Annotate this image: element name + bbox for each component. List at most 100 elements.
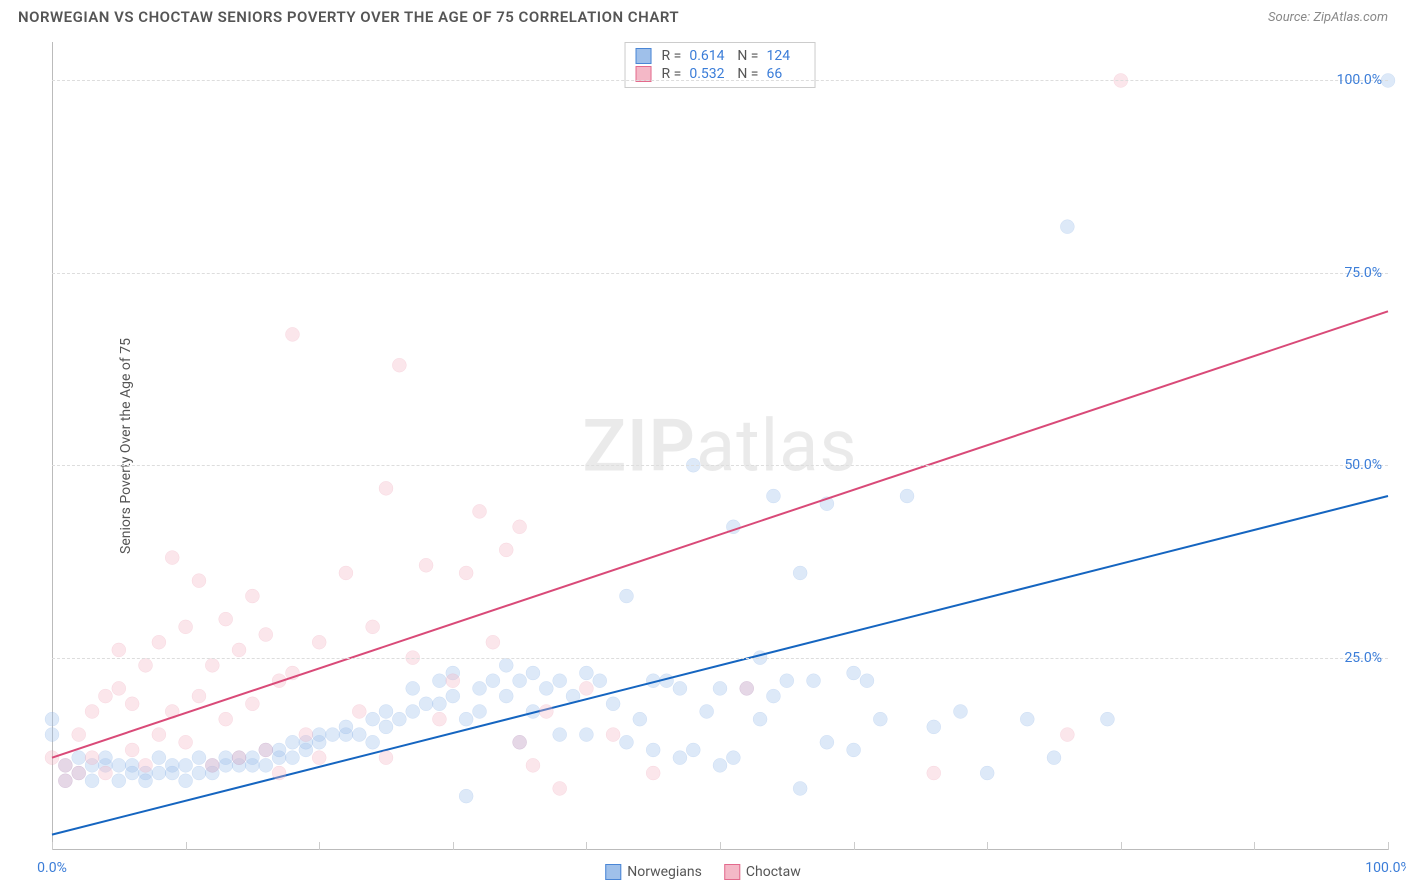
scatter-point bbox=[219, 751, 233, 765]
scatter-point bbox=[860, 674, 874, 688]
y-tick-label: 100.0% bbox=[1337, 72, 1382, 88]
scatter-point bbox=[45, 751, 59, 765]
scatter-point bbox=[379, 481, 393, 495]
legend-item: Norwegians bbox=[605, 864, 702, 880]
scatter-point bbox=[192, 689, 206, 703]
scatter-point bbox=[499, 543, 513, 557]
scatter-point bbox=[473, 704, 487, 718]
scatter-point bbox=[272, 743, 286, 757]
scatter-point bbox=[740, 681, 754, 695]
scatter-point bbox=[793, 566, 807, 580]
scatter-point bbox=[873, 712, 887, 726]
scatter-point bbox=[152, 751, 166, 765]
scatter-point bbox=[366, 735, 380, 749]
scatter-point bbox=[112, 774, 126, 788]
scatter-point bbox=[352, 704, 366, 718]
scatter-point bbox=[245, 751, 259, 765]
x-tick bbox=[1121, 842, 1122, 850]
scatter-point bbox=[579, 728, 593, 742]
scatter-point bbox=[125, 697, 139, 711]
scatter-point bbox=[312, 728, 326, 742]
scatter-point bbox=[406, 704, 420, 718]
scatter-point bbox=[486, 635, 500, 649]
scatter-point bbox=[446, 689, 460, 703]
scatter-point bbox=[85, 751, 99, 765]
x-tick bbox=[1388, 842, 1389, 850]
scatter-point bbox=[1060, 220, 1074, 234]
scatter-point bbox=[245, 697, 259, 711]
scatter-point bbox=[459, 712, 473, 726]
scatter-point bbox=[152, 766, 166, 780]
scatter-point bbox=[232, 751, 246, 765]
scatter-point bbox=[579, 681, 593, 695]
scatter-point bbox=[192, 751, 206, 765]
scatter-point bbox=[553, 728, 567, 742]
scatter-point bbox=[165, 551, 179, 565]
scatter-point bbox=[793, 781, 807, 795]
scatter-point bbox=[259, 628, 273, 642]
scatter-point bbox=[673, 751, 687, 765]
scatter-point bbox=[45, 728, 59, 742]
y-tick-label: 75.0% bbox=[1344, 265, 1382, 281]
scatter-point bbox=[606, 728, 620, 742]
scatter-point bbox=[753, 712, 767, 726]
scatter-point bbox=[379, 704, 393, 718]
scatter-point bbox=[58, 774, 72, 788]
scatter-point bbox=[713, 681, 727, 695]
scatter-point bbox=[900, 489, 914, 503]
x-tick-label: 100.0% bbox=[1365, 860, 1406, 876]
scatter-point bbox=[726, 751, 740, 765]
scatter-point bbox=[139, 774, 153, 788]
stat-label-n: N = bbox=[737, 48, 758, 64]
scatter-point bbox=[953, 704, 967, 718]
scatter-point bbox=[379, 720, 393, 734]
scatter-point bbox=[392, 358, 406, 372]
scatter-point bbox=[513, 520, 527, 534]
stats-row: R =0.614N =124 bbox=[636, 47, 805, 65]
x-tick bbox=[987, 842, 988, 850]
x-tick bbox=[1254, 842, 1255, 850]
scatter-point bbox=[98, 751, 112, 765]
scatter-point bbox=[45, 712, 59, 726]
scatter-point bbox=[499, 689, 513, 703]
scatter-point bbox=[820, 735, 834, 749]
scatter-point bbox=[299, 728, 313, 742]
scatter-point bbox=[847, 743, 861, 757]
trend-line bbox=[52, 496, 1388, 835]
source-prefix: Source: bbox=[1268, 10, 1313, 25]
scatter-point bbox=[432, 712, 446, 726]
scatter-point bbox=[72, 751, 86, 765]
scatter-point bbox=[619, 589, 633, 603]
scatter-point bbox=[139, 658, 153, 672]
scatter-point bbox=[553, 781, 567, 795]
plot-area: ZIPatlas R =0.614N =124R =0.532N =66 25.… bbox=[52, 42, 1388, 850]
gridline-h bbox=[52, 658, 1388, 659]
scatter-point bbox=[539, 681, 553, 695]
plot-wrap: ZIPatlas R =0.614N =124R =0.532N =66 25.… bbox=[52, 42, 1388, 850]
x-tick-label: 0.0% bbox=[37, 860, 67, 876]
scatter-point bbox=[165, 758, 179, 772]
scatter-point bbox=[312, 635, 326, 649]
scatter-point bbox=[285, 735, 299, 749]
scatter-point bbox=[152, 728, 166, 742]
scatter-point bbox=[646, 766, 660, 780]
scatter-point bbox=[579, 666, 593, 680]
legend-swatch bbox=[724, 864, 740, 880]
scatter-point bbox=[1100, 712, 1114, 726]
scatter-point bbox=[446, 674, 460, 688]
scatter-point bbox=[379, 751, 393, 765]
scatter-point bbox=[85, 704, 99, 718]
scatter-point bbox=[192, 766, 206, 780]
gridline-h bbox=[52, 80, 1388, 81]
y-tick-label: 25.0% bbox=[1344, 650, 1382, 666]
scatter-svg bbox=[52, 42, 1388, 850]
legend-label: Choctaw bbox=[746, 864, 801, 880]
scatter-point bbox=[459, 789, 473, 803]
stat-value-n: 124 bbox=[766, 48, 804, 64]
scatter-point bbox=[339, 566, 353, 580]
scatter-point bbox=[192, 574, 206, 588]
scatter-point bbox=[513, 674, 527, 688]
scatter-point bbox=[205, 758, 219, 772]
scatter-point bbox=[1060, 728, 1074, 742]
scatter-point bbox=[486, 674, 500, 688]
